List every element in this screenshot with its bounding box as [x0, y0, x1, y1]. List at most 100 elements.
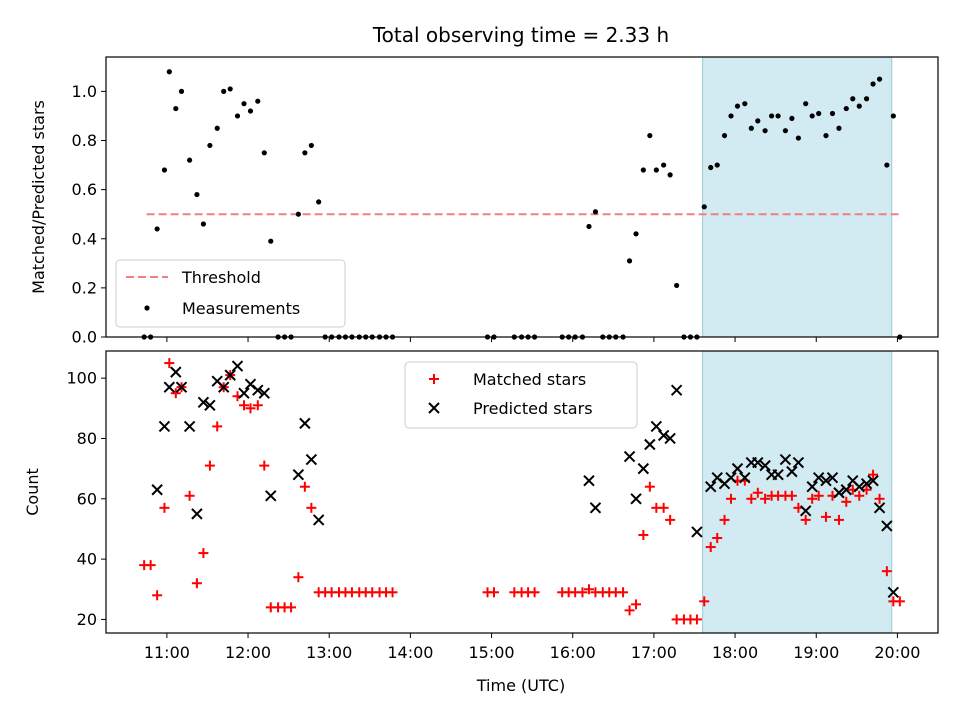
- measurement-point: [166, 69, 172, 75]
- matched-stars-point: [813, 490, 824, 501]
- measurement-point: [769, 113, 775, 119]
- matched-stars-point: [719, 514, 730, 525]
- measurement-point: [890, 113, 896, 119]
- count-legend: Matched stars Predicted stars: [404, 361, 638, 429]
- measurement-point: [809, 113, 815, 119]
- predicted-stars-point: [820, 474, 832, 487]
- measurement-point: [721, 132, 728, 139]
- measurement-point: [762, 128, 768, 134]
- matched-stars-point: [881, 566, 892, 577]
- ratio-panel-frame: [105, 56, 939, 338]
- measurement-point: [586, 223, 592, 230]
- measurement-point: [207, 142, 213, 149]
- legend-matched-marker: [429, 374, 439, 384]
- matched-stars-point: [786, 490, 797, 501]
- predicted-stars-point: [826, 471, 839, 484]
- measurement-point: [234, 113, 241, 119]
- predicted-stars-point: [583, 474, 595, 487]
- count-y-tick-label: 20: [77, 610, 97, 629]
- measurement-point: [728, 113, 734, 119]
- predicted-stars-point: [887, 586, 900, 598]
- measurement-point: [268, 238, 274, 244]
- matched-stars-point: [259, 460, 270, 471]
- measurement-point: [178, 88, 185, 94]
- matched-stars-point: [306, 502, 317, 513]
- matched-stars-point: [152, 590, 163, 601]
- matched-stars-point: [286, 602, 297, 613]
- measurement-point: [775, 113, 781, 119]
- measurement-point: [241, 101, 247, 107]
- legend-measurements-label: Measurements: [182, 299, 300, 318]
- matched-stars-point: [488, 587, 499, 598]
- matched-stars-point: [170, 388, 181, 399]
- matched-stars-point: [807, 493, 818, 504]
- predicted-stars-point: [792, 456, 805, 469]
- measurement-point: [708, 164, 714, 171]
- matched-stars-point: [894, 596, 905, 607]
- predicted-stars-point: [238, 387, 250, 399]
- x-tick-label: 14:00: [387, 643, 433, 662]
- predicted-stars-point: [589, 502, 602, 514]
- ratio-legend: Threshold Measurements: [115, 259, 346, 328]
- measurement-point: [870, 81, 876, 87]
- matched-stars-point: [691, 614, 702, 625]
- ratio-shaded-interval: [702, 56, 893, 338]
- predicted-stars-point: [158, 420, 171, 433]
- ratio-panel: 0.0 0.2 0.4 0.6 0.8 1.0 Matched/Predicted sta…: [29, 56, 939, 347]
- predicted-stars-point: [224, 369, 236, 381]
- ratio-y-tick-label: 0.2: [72, 278, 97, 297]
- measurement-point: [755, 118, 761, 124]
- predicted-stars-point: [759, 459, 771, 472]
- predicted-stars-point: [197, 396, 210, 408]
- predicted-stars-point: [664, 432, 676, 445]
- count-panel: 20 40 60 80 100 11:00 12:00 13:00 14:00 15:00 16:…: [23, 350, 939, 695]
- predicted-stars-point: [175, 381, 188, 393]
- measurement-point: [795, 135, 801, 141]
- matched-stars-point: [760, 493, 771, 504]
- matched-stars-point: [820, 511, 831, 522]
- matched-stars-point: [204, 460, 215, 471]
- matched-stars-point: [293, 572, 304, 583]
- measurement-point: [214, 125, 220, 131]
- measurement-point: [161, 167, 168, 173]
- matched-stars-point: [191, 578, 202, 589]
- measurement-point: [173, 105, 179, 112]
- measurement-point: [592, 209, 599, 215]
- measurement-point: [633, 231, 639, 237]
- matched-stars-point: [238, 400, 249, 411]
- predicted-stars-point: [799, 505, 812, 517]
- predicted-stars-point: [191, 508, 203, 520]
- matched-stars-point: [583, 584, 594, 595]
- predicted-stars-point: [725, 471, 737, 484]
- predicted-stars-point: [312, 514, 325, 526]
- matched-stars-point: [699, 596, 710, 607]
- matched-stars-point: [299, 481, 310, 492]
- matched-stars-point: [833, 514, 844, 525]
- predicted-stars-point: [650, 420, 663, 433]
- matched-stars-point: [387, 587, 398, 598]
- predicted-stars-point: [772, 468, 784, 481]
- x-axis-label: Time (UTC): [476, 676, 565, 695]
- measurement-point: [316, 199, 322, 205]
- measurement-point: [626, 258, 633, 264]
- predicted-stars-point: [299, 417, 311, 430]
- ratio-y-tick-label: 0.4: [72, 229, 97, 248]
- x-tick-label: 12:00: [225, 643, 271, 662]
- count-y-tick-label: 80: [77, 429, 97, 448]
- predicted-stars-point: [204, 399, 216, 411]
- count-y-tick-label: 100: [66, 369, 97, 388]
- measurement-point: [748, 125, 754, 131]
- measurement-point: [734, 103, 741, 109]
- measurement-point: [194, 191, 200, 198]
- legend-matched-label: Matched stars: [473, 370, 586, 389]
- matched-stars-point: [665, 514, 676, 525]
- matched-stars-point: [644, 481, 655, 492]
- predicted-stars-point: [833, 487, 845, 499]
- matched-stars-point: [577, 587, 588, 598]
- predicted-stars-point: [779, 453, 792, 466]
- legend-threshold-label: Threshold: [181, 268, 261, 287]
- predicted-stars-point: [265, 490, 277, 502]
- measurement-point: [803, 101, 809, 107]
- measurement-point: [884, 162, 890, 168]
- x-tick-label: 16:00: [550, 643, 596, 662]
